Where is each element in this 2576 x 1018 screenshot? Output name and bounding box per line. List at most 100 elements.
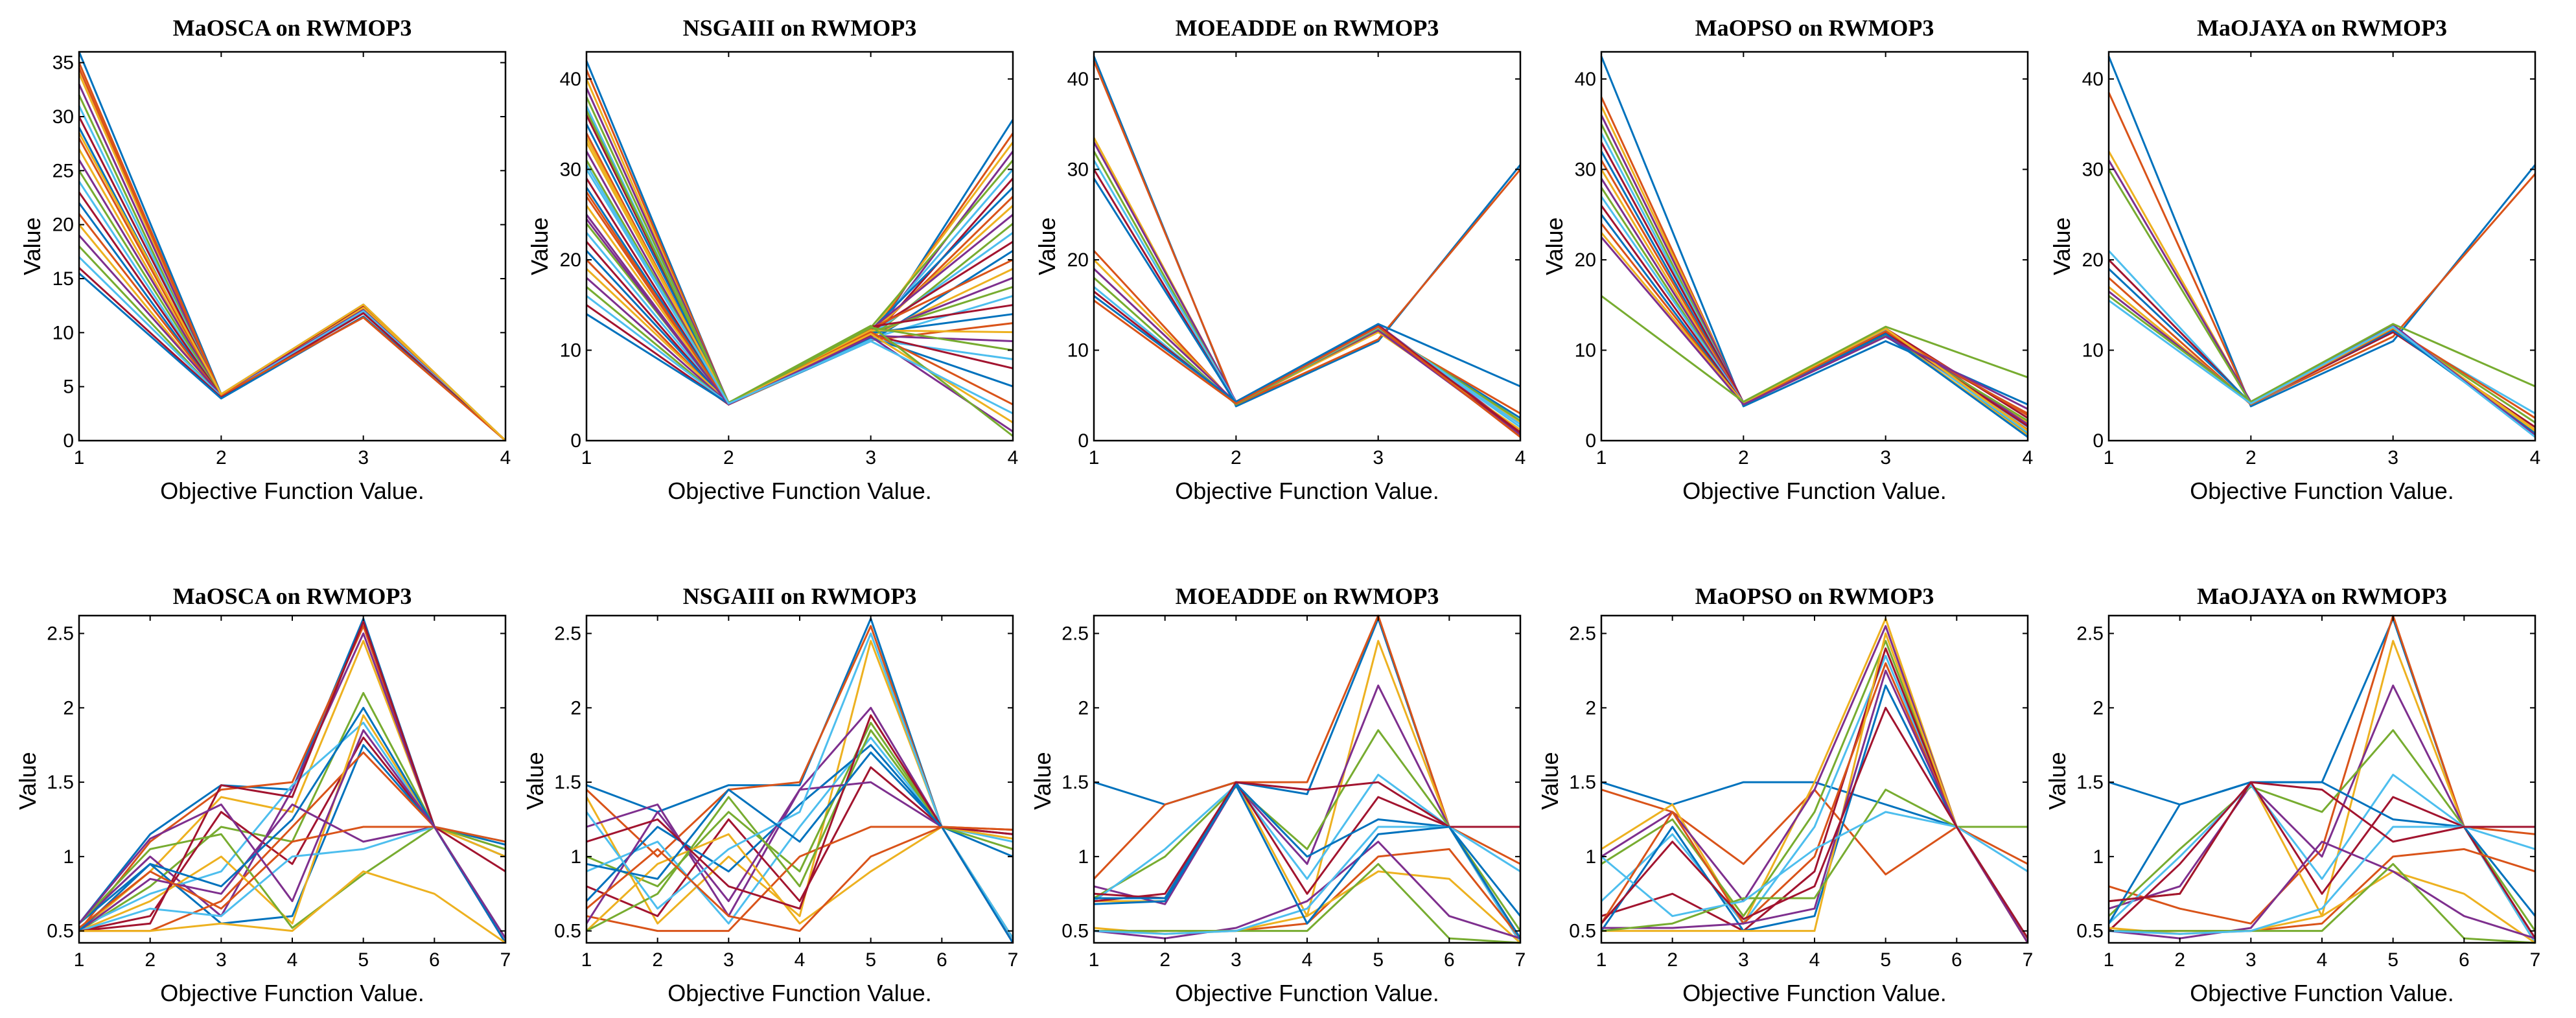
series-line [1093, 286, 1521, 426]
series-line [1093, 268, 1521, 436]
x-tick-label: 5 [1880, 949, 1891, 971]
y-tick-label: 0.5 [1062, 921, 1089, 942]
series-line [2107, 781, 2536, 924]
series-line [1093, 299, 1521, 438]
y-tick-label: 5 [63, 376, 74, 398]
series-line [1093, 60, 1522, 406]
series-group [1093, 614, 1522, 944]
series-line [1601, 632, 2029, 939]
series-line [1601, 669, 2029, 943]
x-tick-label: 1 [1089, 447, 1100, 469]
series-line [1094, 784, 1522, 939]
x-tick-label: 7 [2530, 949, 2541, 971]
panel-title: MOEADDE on RWMOP3 [1176, 15, 1439, 41]
x-axis-label: Objective Function Value. [2190, 478, 2454, 504]
y-axis-label: Value [14, 752, 41, 809]
x-tick-label: 4 [1809, 949, 1820, 971]
y-tick-label: 2.5 [554, 623, 581, 645]
x-tick-label: 7 [1008, 949, 1019, 971]
y-tick-label: 0.5 [2076, 921, 2104, 942]
x-tick-label: 3 [1373, 447, 1384, 469]
x-tick-label: 2 [145, 949, 156, 971]
panel-title: MaOPSO on RWMOP3 [1695, 583, 1934, 609]
series-line [586, 826, 1014, 932]
series-line [78, 67, 506, 442]
y-tick-label: 1.5 [47, 772, 74, 793]
series-line [2107, 56, 2536, 408]
x-tick-label: 1 [2104, 949, 2115, 971]
series-group [1093, 56, 1522, 438]
y-tick-label: 10 [560, 340, 581, 361]
y-tick-label: 20 [52, 214, 74, 236]
panel-title: MaOPSO on RWMOP3 [1695, 15, 1934, 41]
x-tick-label: 3 [1231, 949, 1242, 971]
y-tick-label: 40 [560, 69, 581, 90]
series-group [2107, 614, 2536, 944]
series-group [1600, 618, 2029, 943]
y-tick-label: 30 [2082, 159, 2104, 180]
x-tick-label: 5 [865, 949, 876, 971]
series-line [78, 224, 507, 442]
series-group [1600, 56, 2028, 438]
x-tick-label: 3 [358, 447, 369, 469]
y-tick-label: 30 [560, 159, 581, 180]
y-tick-label: 40 [2082, 69, 2104, 90]
x-tick-label: 5 [358, 949, 369, 971]
series-group [78, 51, 507, 442]
series-line [2108, 618, 2535, 828]
y-tick-label: 0.5 [554, 921, 581, 942]
x-tick-label: 4 [500, 447, 511, 469]
series-line [2107, 268, 2536, 435]
y-axis-label: Value [1537, 752, 1563, 809]
panel-title: MaOSCA on RWMOP3 [173, 583, 412, 609]
x-tick-label: 4 [2317, 949, 2328, 971]
y-tick-label: 0 [570, 430, 581, 452]
x-tick-label: 3 [1738, 949, 1749, 971]
x-tick-label: 1 [74, 447, 85, 469]
x-tick-label: 2 [1231, 447, 1242, 469]
x-tick-label: 2 [216, 447, 227, 469]
axes-frame [2107, 51, 2536, 442]
x-tick-label: 2 [652, 949, 663, 971]
y-tick-label: 2.5 [47, 623, 74, 645]
x-tick-label: 2 [2245, 447, 2257, 469]
series-line [2107, 159, 2536, 437]
series-line [586, 286, 1014, 406]
panel-5: MaOJAYA on RWMOP3 Objective Function Val… [2048, 15, 2540, 504]
x-tick-label: 2 [1738, 447, 1749, 469]
panel-10: MaOJAYA on RWMOP3 Objective Function Val… [2044, 583, 2540, 1006]
series-line [2107, 729, 2536, 932]
panel-9: MaOPSO on RWMOP3 Objective Function Valu… [1537, 583, 2033, 1006]
y-axis-label: Value [1029, 752, 1056, 809]
series-line [1600, 232, 2028, 432]
x-axis-label: Objective Function Value. [160, 980, 424, 1006]
y-axis-label: Value [1034, 217, 1060, 275]
series-line [1093, 150, 1521, 437]
series-line [1600, 214, 2028, 438]
series-line [1093, 259, 1521, 431]
y-tick-label: 1 [2093, 846, 2104, 868]
x-tick-label: 1 [74, 949, 85, 971]
x-tick-label: 3 [216, 949, 227, 971]
series-line [78, 132, 507, 442]
series-line [78, 95, 507, 442]
x-tick-label: 1 [1596, 447, 1607, 469]
x-tick-label: 7 [2023, 949, 2034, 971]
y-tick-label: 2.5 [1569, 623, 1596, 645]
y-tick-label: 1.5 [1062, 772, 1089, 793]
series-line [1093, 277, 1521, 422]
series-line [1093, 618, 1520, 828]
x-tick-label: 6 [936, 949, 947, 971]
y-tick-label: 10 [1575, 340, 1596, 361]
y-tick-label: 40 [1575, 69, 1596, 90]
y-tick-label: 2.5 [1062, 623, 1089, 645]
y-tick-label: 1 [570, 846, 581, 868]
y-tick-label: 2 [1585, 697, 1596, 719]
x-tick-label: 4 [795, 949, 806, 971]
series-line [1093, 56, 1522, 408]
y-tick-label: 2 [63, 697, 74, 719]
y-axis-label: Value [19, 217, 45, 275]
series-line [2108, 295, 2536, 403]
panel-1: MaOSCA on RWMOP3 Objective Function Valu… [19, 15, 511, 504]
